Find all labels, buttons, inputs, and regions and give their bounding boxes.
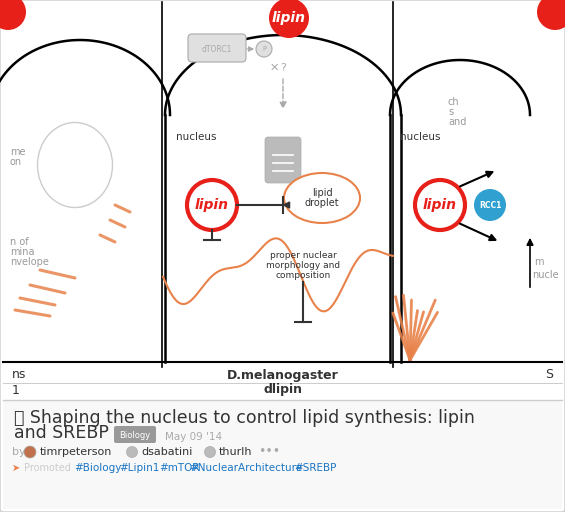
Circle shape [269,0,309,38]
Text: s: s [448,107,453,117]
Text: lipin: lipin [272,11,306,25]
Text: dTORC1: dTORC1 [202,45,232,53]
Text: P: P [262,46,266,52]
Text: nvelope: nvelope [10,257,49,267]
Text: #mTOR: #mTOR [159,463,199,473]
FancyBboxPatch shape [188,34,246,62]
Text: composition: composition [275,270,331,280]
Text: lipid: lipid [312,188,332,198]
Text: me: me [10,147,25,157]
Circle shape [415,180,465,230]
Text: May 09 '14: May 09 '14 [165,432,222,442]
Text: and SREBP: and SREBP [14,424,109,442]
Text: #SREBP: #SREBP [294,463,336,473]
Text: nucle: nucle [532,270,559,280]
Text: thurlh: thurlh [219,447,253,457]
Text: RCC1: RCC1 [479,201,501,209]
Text: nucleus: nucleus [400,132,441,142]
Text: droplet: droplet [305,198,340,208]
Text: ✕: ✕ [270,63,279,73]
Circle shape [256,41,272,57]
Text: n of: n of [10,237,29,247]
Text: dlipin: dlipin [263,383,302,396]
Circle shape [0,0,26,30]
Text: proper nuclear: proper nuclear [270,250,336,260]
Text: #NuclearArchitecture: #NuclearArchitecture [189,463,302,473]
Circle shape [474,189,506,221]
Text: #Biology: #Biology [74,463,121,473]
Text: Promoted: Promoted [24,463,71,473]
Text: ch: ch [448,97,459,107]
Bar [3,2,562,362]
Text: lipin: lipin [423,198,457,212]
Text: ➤: ➤ [12,463,20,473]
Circle shape [537,0,565,30]
Circle shape [187,180,237,230]
Text: and: and [448,117,466,127]
Circle shape [24,446,36,458]
Text: ⎙ Shaping the nucleus to control lipid synthesis: lipin: ⎙ Shaping the nucleus to control lipid s… [14,409,475,427]
Text: timrpeterson: timrpeterson [40,447,112,457]
Text: #Lipin1: #Lipin1 [119,463,159,473]
FancyBboxPatch shape [265,137,301,183]
Text: m: m [534,257,544,267]
Text: 1: 1 [12,383,20,396]
Circle shape [205,446,215,458]
Text: •••: ••• [258,445,280,459]
Bar [3,400,562,509]
Text: morphology and: morphology and [266,261,340,269]
Ellipse shape [284,173,360,223]
Text: D.melanogaster: D.melanogaster [227,369,339,381]
Text: lipin: lipin [195,198,229,212]
FancyBboxPatch shape [114,426,156,443]
Text: ?: ? [280,63,286,73]
Text: by:: by: [12,447,28,457]
Text: dsabatini: dsabatini [141,447,192,457]
Circle shape [127,446,137,458]
Text: S: S [545,369,553,381]
Text: nucleus: nucleus [176,132,216,142]
Text: mina: mina [10,247,34,257]
Text: ns: ns [12,369,27,381]
Text: on: on [10,157,22,167]
Text: Biology: Biology [119,431,151,439]
